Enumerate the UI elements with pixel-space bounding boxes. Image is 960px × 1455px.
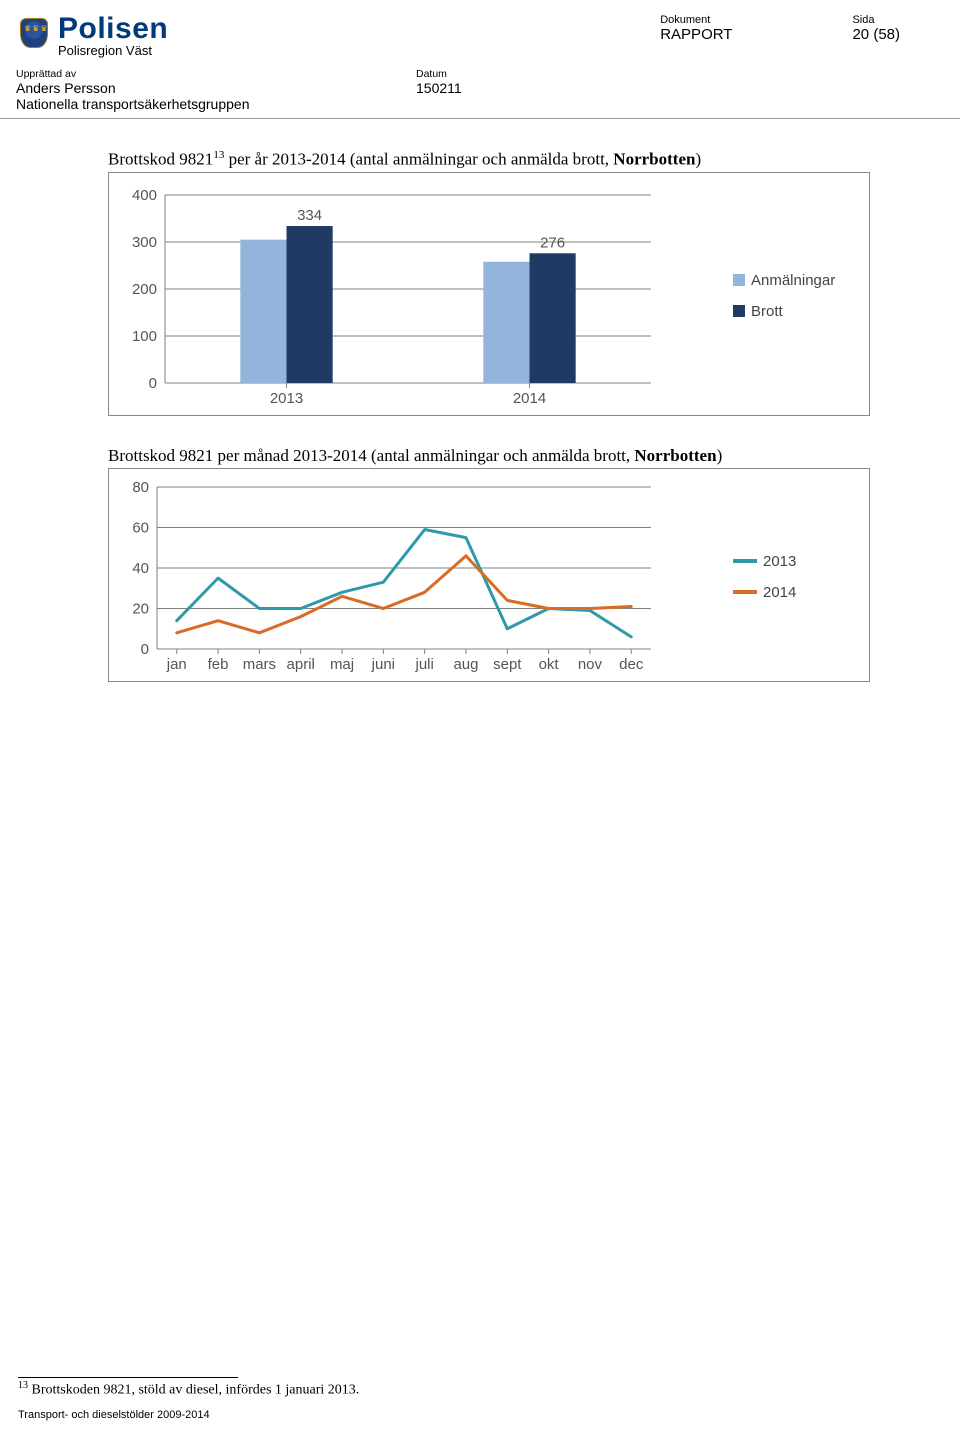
footnote-text: Brottskoden 9821, stöld av diesel, inför… xyxy=(28,1383,359,1398)
svg-text:400: 400 xyxy=(132,187,157,204)
page-footer: Transport- och dieselstölder 2009-2014 xyxy=(18,1409,900,1421)
chart2-title: Brottskod 9821 per månad 2013-2014 (anta… xyxy=(108,446,870,466)
legend-label: Anmälningar xyxy=(751,272,835,289)
chart1-legend: Anmälningar Brott xyxy=(721,181,861,411)
svg-text:dec: dec xyxy=(619,656,644,673)
svg-text:juni: juni xyxy=(371,656,395,673)
chart1-title-bold: Norrbotten xyxy=(613,150,695,169)
svg-text:2014: 2014 xyxy=(513,390,546,407)
group-name: Nationella transportsäkerhetsgruppen xyxy=(16,96,416,112)
legend-item: Brott xyxy=(733,303,861,320)
chart2-title-tail: ) xyxy=(717,446,723,465)
chart1-title-rest: per år 2013-2014 (antal anmälningar och … xyxy=(224,150,613,169)
legend-label: 2014 xyxy=(763,584,796,601)
legend-item: 2014 xyxy=(733,584,861,601)
chart1-title-prefix: Brottskod 9821 xyxy=(108,150,213,169)
svg-text:20: 20 xyxy=(132,600,149,617)
legend-swatch xyxy=(733,274,745,286)
meta-dokument: Dokument RAPPORT xyxy=(660,14,732,58)
svg-text:200: 200 xyxy=(132,281,157,298)
svg-text:nov: nov xyxy=(578,656,603,673)
footnote-separator xyxy=(18,1377,238,1378)
chart1-box: 0 100 200 300 400 2013 2014 334 276 Anmälningar B… xyxy=(108,172,870,416)
brand-name: Polisen xyxy=(58,12,660,46)
author-name: Anders Persson xyxy=(16,80,416,96)
svg-text:april: april xyxy=(287,656,315,673)
datum-label: Datum xyxy=(416,68,462,80)
svg-text:maj: maj xyxy=(330,656,354,673)
svg-text:0: 0 xyxy=(141,641,149,658)
chart2-legend: 2013 2014 xyxy=(721,477,861,677)
svg-text:0: 0 xyxy=(149,375,157,392)
svg-text:2013: 2013 xyxy=(270,390,303,407)
sida-value: 20 (58) xyxy=(852,26,900,43)
chart2-svg: 0 20 40 60 80 jan febmars april majjuni juli augse… xyxy=(117,477,657,677)
legend-label: 2013 xyxy=(763,553,796,570)
chart1-svg: 0 100 200 300 400 2013 2014 334 276 xyxy=(117,181,657,411)
page-header: ♛♛♛ Polisen Polisregion Väst Dokument RA… xyxy=(0,0,960,119)
chart2-title-bold: Norrbotten xyxy=(634,446,716,465)
svg-text:sept: sept xyxy=(493,656,522,673)
dokument-value: RAPPORT xyxy=(660,26,732,43)
chart2-box: 0 20 40 60 80 jan febmars april majjuni juli augse… xyxy=(108,468,870,682)
svg-text:aug: aug xyxy=(453,656,478,673)
svg-text:okt: okt xyxy=(539,656,560,673)
dokument-label: Dokument xyxy=(660,14,732,26)
footnote: 13 Brottskoden 9821, stöld av diesel, in… xyxy=(18,1380,900,1399)
svg-text:80: 80 xyxy=(132,479,149,496)
chart1-title: Brottskod 982113 per år 2013-2014 (antal… xyxy=(108,149,870,170)
chart1-title-tail: ) xyxy=(695,150,701,169)
legend-swatch xyxy=(733,305,745,317)
legend-label: Brott xyxy=(751,303,783,320)
legend-line-swatch xyxy=(733,590,757,594)
svg-text:juli: juli xyxy=(414,656,433,673)
svg-text:jan: jan xyxy=(166,656,187,673)
police-shield-icon: ♛♛♛ xyxy=(16,14,54,52)
chart2-title-prefix: Brottskod 9821 per månad 2013-2014 (anta… xyxy=(108,446,634,465)
upprattad-label: Upprättad av xyxy=(16,68,416,80)
svg-text:334: 334 xyxy=(297,207,322,224)
svg-text:mars: mars xyxy=(243,656,276,673)
svg-text:300: 300 xyxy=(132,234,157,251)
svg-text:feb: feb xyxy=(208,656,229,673)
meta-sida: Sida 20 (58) xyxy=(852,14,900,58)
sida-label: Sida xyxy=(852,14,900,26)
datum-value: 150211 xyxy=(416,80,462,96)
svg-text:40: 40 xyxy=(132,560,149,577)
legend-item: Anmälningar xyxy=(733,272,861,289)
legend-line-swatch xyxy=(733,559,757,563)
footnote-number: 13 xyxy=(18,1380,28,1391)
svg-text:100: 100 xyxy=(132,328,157,345)
brand-sub: Polisregion Väst xyxy=(58,43,660,58)
svg-text:276: 276 xyxy=(540,234,565,251)
legend-item: 2013 xyxy=(733,553,861,570)
chart1-title-sup: 13 xyxy=(213,149,224,161)
svg-text:60: 60 xyxy=(132,519,149,536)
